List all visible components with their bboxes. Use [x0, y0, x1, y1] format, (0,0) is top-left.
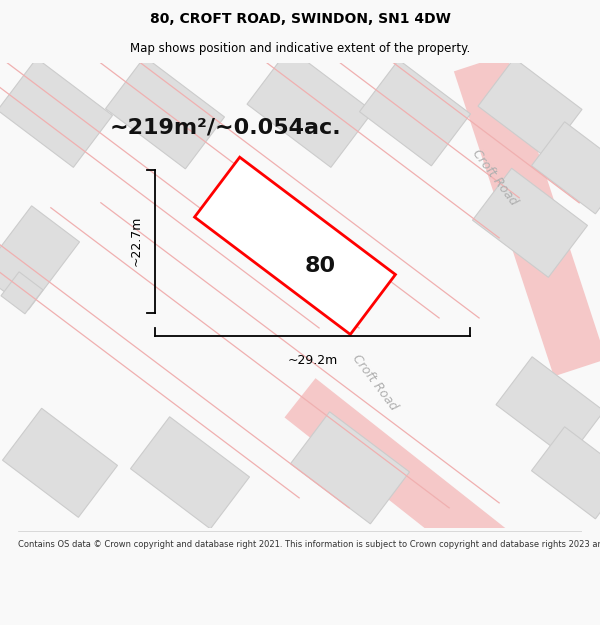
Text: Croft Road: Croft Road: [470, 148, 520, 208]
Polygon shape: [0, 58, 112, 168]
Polygon shape: [532, 427, 600, 519]
Text: ~29.2m: ~29.2m: [287, 354, 338, 367]
Polygon shape: [473, 168, 587, 278]
Text: Map shows position and indicative extent of the property.: Map shows position and indicative extent…: [130, 42, 470, 55]
Polygon shape: [359, 60, 470, 166]
Polygon shape: [290, 412, 409, 524]
Text: 80: 80: [304, 256, 335, 276]
Polygon shape: [194, 157, 395, 334]
Polygon shape: [2, 408, 118, 518]
Text: ~219m²/~0.054ac.: ~219m²/~0.054ac.: [110, 118, 341, 138]
Polygon shape: [106, 57, 224, 169]
Polygon shape: [1, 272, 43, 314]
Polygon shape: [0, 206, 80, 310]
Polygon shape: [478, 58, 582, 158]
Polygon shape: [532, 122, 600, 214]
Polygon shape: [131, 417, 250, 529]
Text: Contains OS data © Crown copyright and database right 2021. This information is : Contains OS data © Crown copyright and d…: [18, 540, 600, 549]
Text: ~22.7m: ~22.7m: [130, 216, 143, 266]
Text: Croft Road: Croft Road: [350, 352, 400, 413]
Polygon shape: [454, 54, 600, 376]
Text: 80, CROFT ROAD, SWINDON, SN1 4DW: 80, CROFT ROAD, SWINDON, SN1 4DW: [149, 12, 451, 26]
Polygon shape: [284, 378, 505, 568]
Polygon shape: [496, 357, 600, 459]
Polygon shape: [247, 48, 373, 168]
